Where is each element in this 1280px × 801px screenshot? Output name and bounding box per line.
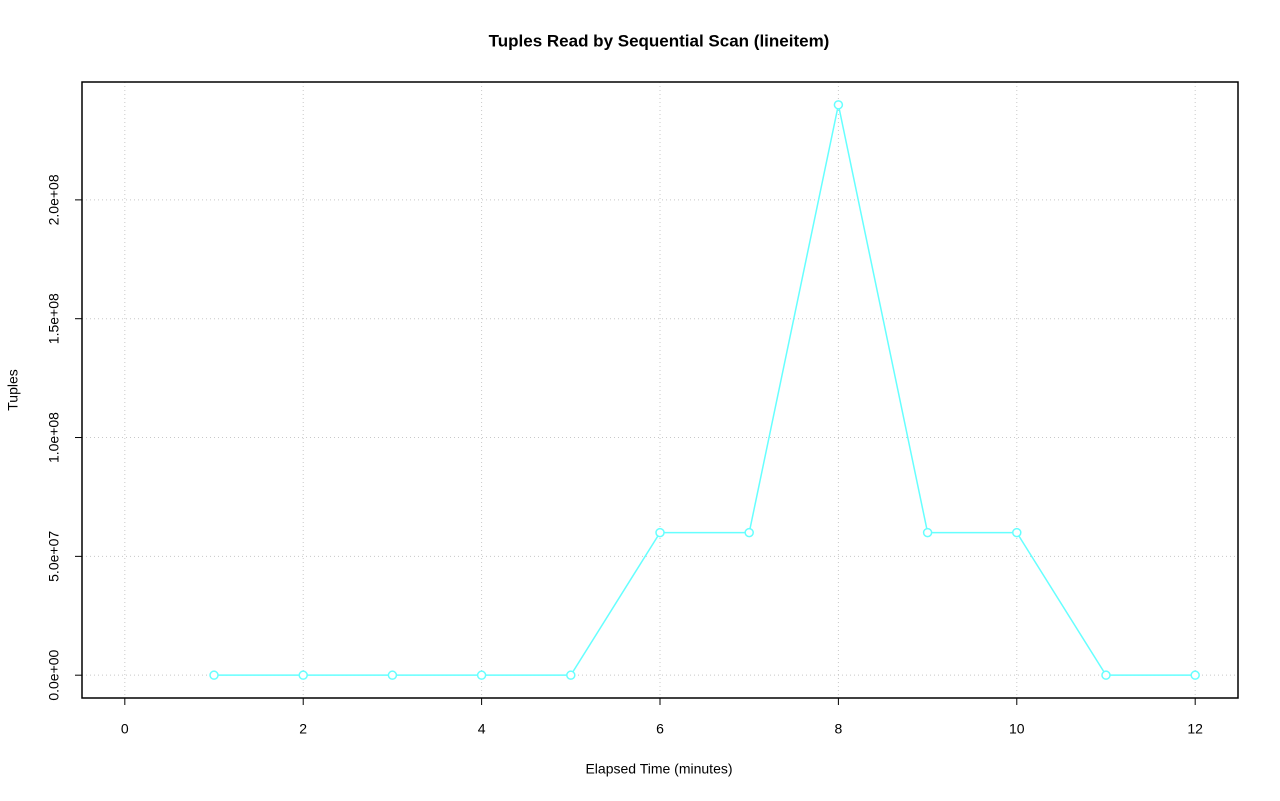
x-tick-label: 10 xyxy=(1009,721,1025,737)
y-tick-label: 2.0e+08 xyxy=(46,174,62,225)
x-tick-label: 12 xyxy=(1187,721,1203,737)
y-axis-label: Tuples xyxy=(5,369,21,411)
x-axis-label: Elapsed Time (minutes) xyxy=(585,761,732,777)
point xyxy=(1012,527,1022,538)
y-tick-label: 5.0e+07 xyxy=(46,531,62,582)
plot-frame xyxy=(81,81,1239,699)
point xyxy=(1101,670,1111,680)
point xyxy=(744,527,754,538)
point xyxy=(833,100,844,110)
series-line xyxy=(214,104,1196,676)
point xyxy=(476,670,487,680)
chart-title: Tuples Read by Sequential Scan (lineitem… xyxy=(489,31,830,50)
point xyxy=(387,670,398,680)
x-tick-label: 6 xyxy=(656,721,664,737)
point xyxy=(209,670,219,680)
x-tick-label: 4 xyxy=(478,721,486,737)
point xyxy=(566,670,576,680)
x-tick-label: 0 xyxy=(121,721,129,737)
point xyxy=(298,670,308,680)
y-tick-label: 1.5e+08 xyxy=(46,293,62,344)
y-tick-label: 0.0e+00 xyxy=(46,649,62,700)
x-tick-label: 8 xyxy=(834,721,842,737)
y-tick-label: 1.0e+08 xyxy=(46,412,62,463)
point xyxy=(1190,670,1200,680)
point xyxy=(655,527,665,538)
point xyxy=(922,527,933,538)
x-tick-label: 2 xyxy=(299,721,307,737)
